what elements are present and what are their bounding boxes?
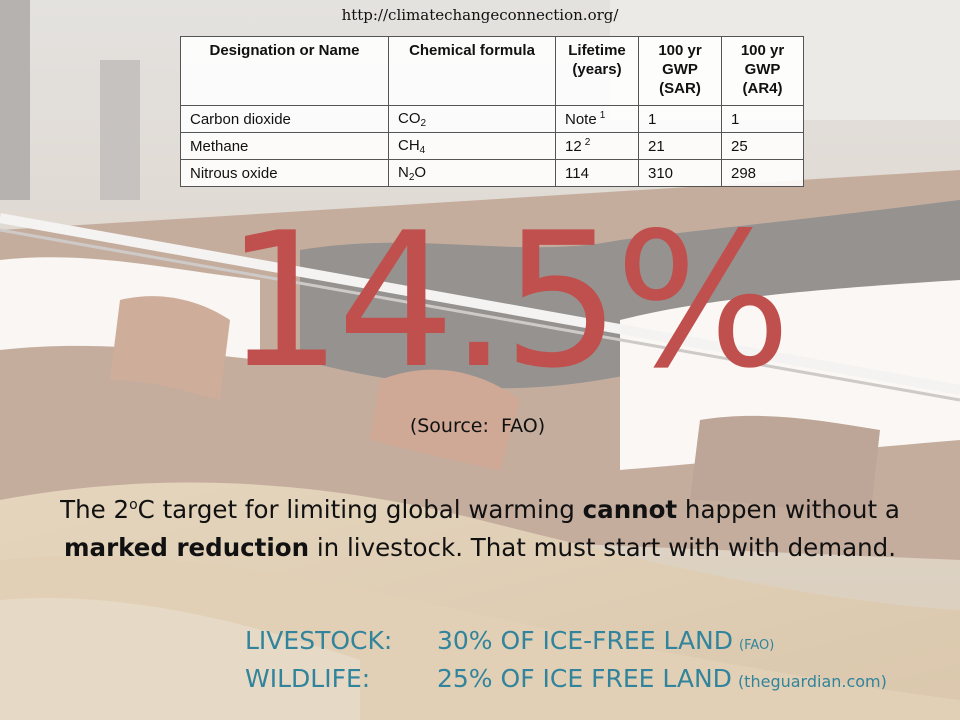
source-url[interactable]: http://climatechangeconnection.org/ [341, 6, 619, 24]
stat-value: 30% OF ICE-FREE LAND (FAO) [437, 626, 775, 655]
stat-label: WILDLIFE: [245, 664, 371, 693]
headline-percentage: 14.5% [224, 192, 792, 409]
table-row: Carbon dioxide CO2 Note 1 1 1 [180, 105, 804, 133]
cell-name: Nitrous oxide [180, 159, 389, 187]
cell-gwp-sar: 21 [638, 132, 722, 160]
emphasis-cannot: cannot [582, 495, 678, 524]
cell-lifetime: Note 1 [555, 105, 639, 133]
main-statement: The 2oC target for limiting global warmi… [60, 495, 900, 562]
cell-gwp-sar: 310 [638, 159, 722, 187]
emphasis-marked-reduction: marked reduction [64, 533, 310, 562]
cell-formula: CO2 [388, 105, 556, 133]
header-designation: Designation or Name [180, 36, 389, 106]
cell-name: Methane [180, 132, 389, 160]
header-gwp-ar4: 100 yr GWP (AR4) [721, 36, 804, 106]
cell-formula: N2O [388, 159, 556, 187]
stat-value: 25% OF ICE FREE LAND (theguardian.com) [437, 664, 887, 693]
cell-name: Carbon dioxide [180, 105, 389, 133]
cell-gwp-ar4: 298 [721, 159, 804, 187]
header-gwp-sar: 100 yr GWP (SAR) [638, 36, 722, 106]
stat-source: (FAO) [739, 638, 775, 653]
stat-label: LIVESTOCK: [245, 626, 393, 655]
source-citation: (Source: FAO) [409, 415, 546, 437]
cell-gwp-ar4: 1 [721, 105, 804, 133]
header-formula: Chemical formula [388, 36, 556, 106]
cell-gwp-ar4: 25 [721, 132, 804, 160]
cell-gwp-sar: 1 [638, 105, 722, 133]
table-header-row: Designation or Name Chemical formula Lif… [180, 36, 804, 106]
stat-source: (theguardian.com) [737, 672, 887, 691]
cell-lifetime: 12 2 [555, 132, 639, 160]
table-row: Methane CH4 12 2 21 25 [180, 132, 804, 160]
gwp-table: Designation or Name Chemical formula Lif… [180, 36, 804, 187]
table-row: Nitrous oxide N2O 114 310 298 [180, 159, 804, 187]
header-lifetime: Lifetime (years) [555, 36, 639, 106]
cell-formula: CH4 [388, 132, 556, 160]
cell-lifetime: 114 [555, 159, 639, 187]
